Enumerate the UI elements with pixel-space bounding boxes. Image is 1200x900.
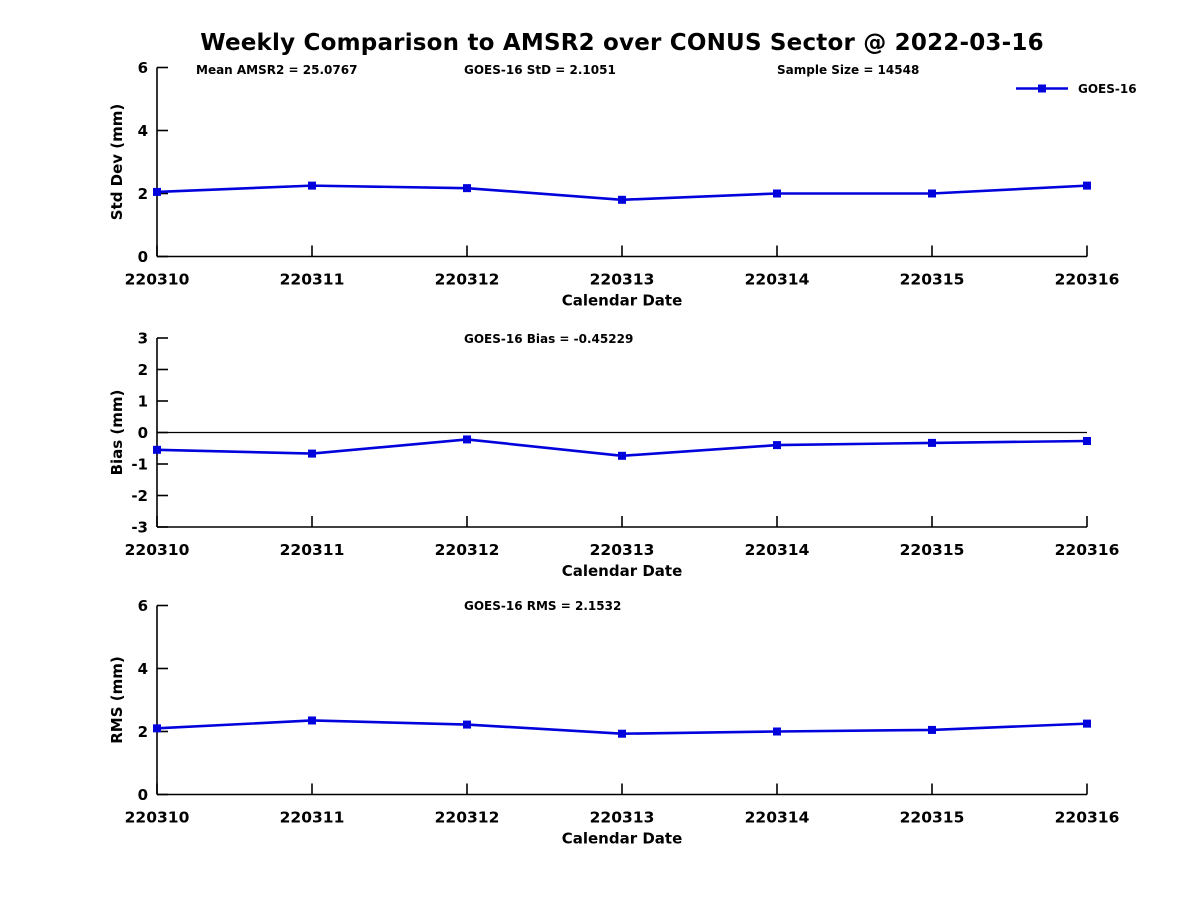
legend: GOES-16 [1016,82,1137,96]
data-point-marker [618,451,626,460]
x-tick-label: 220315 [900,809,965,827]
subplot-rms: 0 2 4 6 220310 220311 220312 220313 220314 220315… [108,597,1119,848]
data-point-marker [928,438,936,447]
data-point-marker [153,187,161,196]
y-axis-title: Std Dev (mm) [108,104,126,221]
x-tick-label: 220311 [280,809,345,827]
data-point-marker [153,445,161,454]
y-tick-label: 4 [138,660,148,678]
data-point-marker [463,435,471,444]
y-tick-label: 2 [138,185,148,203]
y-axis-title: RMS (mm) [108,656,126,743]
x-tick-label: 220315 [900,271,965,289]
x-tick-label: 220312 [435,541,500,559]
stat-annotation: GOES-16 StD = 2.1051 [464,63,616,77]
x-tick-label: 220313 [590,809,655,827]
data-point-marker [773,189,781,198]
y-tick-label: 4 [138,122,148,140]
data-point-marker [1083,719,1091,728]
data-point-marker [308,716,316,725]
x-tick-label: 220313 [590,271,655,289]
y-tick-label: -2 [131,487,148,505]
stat-annotation: GOES-16 RMS = 2.1532 [464,599,621,613]
data-point-marker [1083,437,1091,446]
y-tick-label: 2 [138,361,148,379]
data-point-marker [618,195,626,204]
x-tick-label: 220316 [1055,809,1120,827]
y-tick-label: 1 [138,393,148,411]
stat-annotation: Sample Size = 14548 [777,63,919,77]
stat-annotation: GOES-16 Bias = -0.45229 [464,332,633,346]
x-tick-label: 220313 [590,541,655,559]
y-tick-label: 0 [138,248,148,266]
x-tick-label: 220315 [900,541,965,559]
x-tick-label: 220310 [125,271,190,289]
data-point-marker [463,184,471,193]
y-tick-label: 0 [138,424,148,442]
y-tick-label: 6 [138,597,148,615]
subplot-stddev: 0 2 4 6 220310 220311 220312 220313 220314 220315… [108,59,1137,310]
data-point-marker [773,727,781,736]
data-point-marker [308,449,316,458]
x-axis-title: Calendar Date [562,292,683,310]
y-tick-label: -3 [131,519,148,537]
x-tick-label: 220312 [435,271,500,289]
subplot-bias: -3 -2 -1 0 1 2 3 220310 220311 220312 220313 220314… [108,330,1119,581]
data-point-marker [463,720,471,729]
legend-label: GOES-16 [1078,82,1137,96]
data-point-marker [153,724,161,733]
y-axis-title: Bias (mm) [108,390,126,476]
y-tick-label: 3 [138,330,148,348]
y-tick-label: 0 [138,786,148,804]
x-tick-label: 220312 [435,809,500,827]
legend-marker [1038,84,1046,93]
x-tick-label: 220310 [125,541,190,559]
x-tick-label: 220314 [745,809,810,827]
x-tick-label: 220310 [125,809,190,827]
data-point-marker [618,729,626,738]
x-tick-label: 220311 [280,541,345,559]
x-axis-title: Calendar Date [562,562,683,580]
data-point-marker [928,725,936,734]
y-tick-label: 2 [138,723,148,741]
stat-annotation: Mean AMSR2 = 25.0767 [196,63,357,77]
x-tick-label: 220316 [1055,271,1120,289]
data-point-marker [773,441,781,450]
data-point-marker [1083,181,1091,190]
y-tick-label: 6 [138,59,148,77]
x-tick-label: 220314 [745,541,810,559]
data-point-marker [308,181,316,190]
y-tick-label: -1 [131,456,148,474]
chart-title: Weekly Comparison to AMSR2 over CONUS Se… [200,30,1044,56]
x-tick-label: 220316 [1055,541,1120,559]
x-axis-title: Calendar Date [562,830,683,848]
data-point-marker [928,189,936,198]
x-tick-label: 220314 [745,271,810,289]
x-tick-label: 220311 [280,271,345,289]
